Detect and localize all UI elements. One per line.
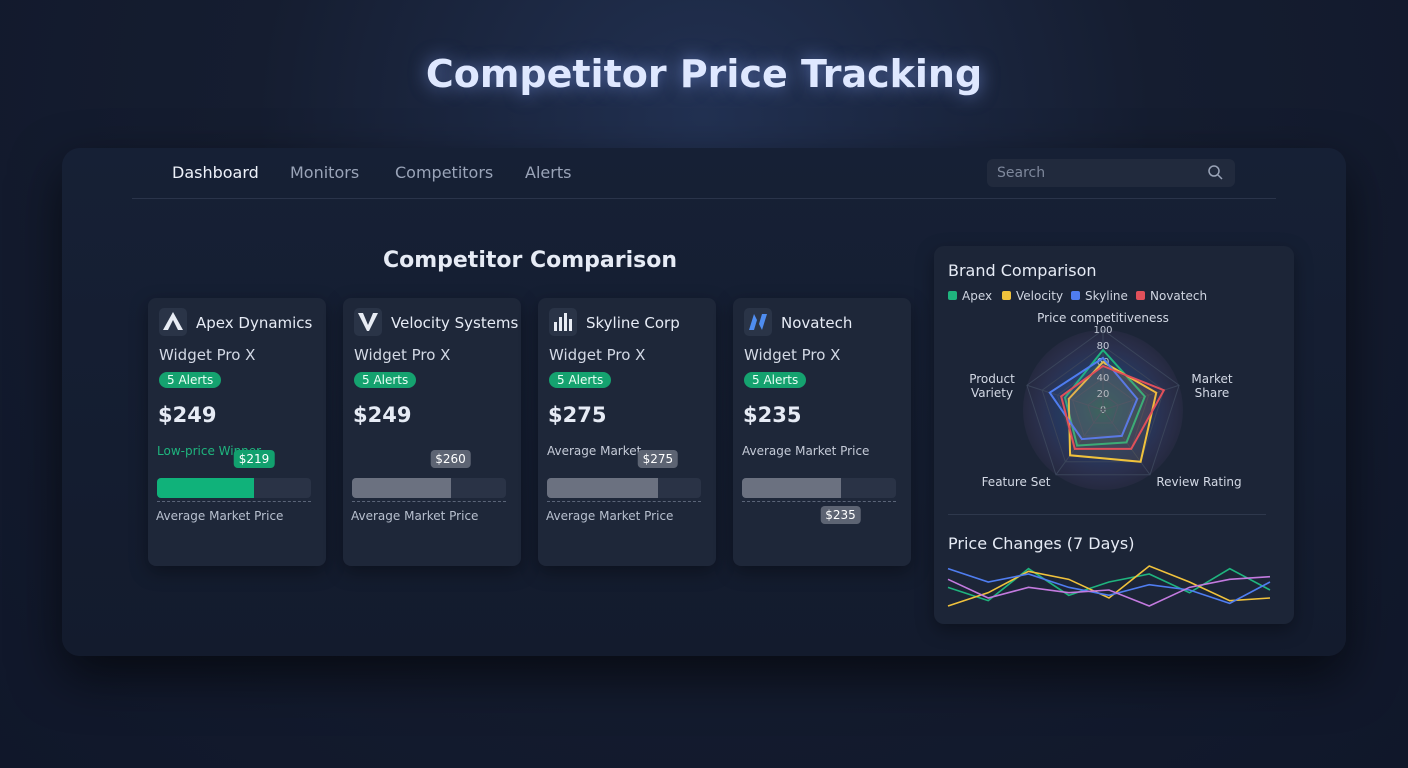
alerts-badge: 5 Alerts bbox=[549, 372, 612, 388]
price-tag: $275 bbox=[637, 450, 679, 468]
price-note: Average Market bbox=[547, 444, 642, 458]
section-title: Competitor Comparison bbox=[382, 248, 678, 273]
price-bar bbox=[352, 478, 451, 498]
radar-series bbox=[1067, 360, 1158, 463]
price-tag: $235 bbox=[820, 506, 861, 524]
company-logo bbox=[549, 308, 577, 336]
company-name: Novatech bbox=[781, 314, 853, 332]
bar-label: Average Market Price bbox=[546, 509, 674, 523]
radar-axis-label: Feature Set bbox=[981, 475, 1051, 489]
legend-label: Novatech bbox=[1150, 289, 1208, 303]
search-icon bbox=[1208, 165, 1223, 180]
price: $235 bbox=[743, 403, 802, 427]
company-name: Velocity Systems bbox=[391, 314, 519, 332]
legend-label: Skyline bbox=[1085, 289, 1128, 303]
radar-grid-ring bbox=[1087, 393, 1119, 424]
radar-axis-label: Review Rating bbox=[1156, 475, 1242, 489]
divider bbox=[948, 514, 1266, 515]
nav-item[interactable]: Dashboard bbox=[172, 163, 259, 182]
nav-item[interactable]: Alerts bbox=[525, 163, 572, 182]
competitor-card: Novatech Widget Pro X 5 Alerts $235 Average … bbox=[733, 298, 911, 566]
legend-swatch bbox=[1071, 291, 1080, 300]
legend-swatch bbox=[948, 291, 957, 300]
price-bar bbox=[547, 478, 658, 498]
legend-item: Skyline bbox=[1071, 289, 1128, 303]
competitor-card: Velocity Systems Widget Pro X 5 Alerts $249… bbox=[343, 298, 521, 566]
dashed-line bbox=[547, 501, 701, 502]
price: $275 bbox=[548, 403, 607, 427]
radar-title: Brand Comparison bbox=[948, 261, 1097, 280]
page-title: Competitor Price Tracking bbox=[425, 52, 983, 96]
line-chart-title: Price Changes (7 Days) bbox=[948, 534, 1135, 553]
radar-axis-label: Product Variety bbox=[969, 372, 1015, 400]
company-logo bbox=[744, 308, 772, 336]
company-logo bbox=[354, 308, 382, 336]
nav-bar bbox=[132, 148, 1276, 199]
price-line bbox=[947, 575, 1271, 607]
alerts-badge: 5 Alerts bbox=[354, 372, 417, 388]
radar-axis-label: Market Share bbox=[1191, 372, 1233, 400]
nav-item[interactable]: Competitors bbox=[395, 163, 494, 182]
price-bar-track bbox=[352, 478, 506, 498]
legend-item: Novatech bbox=[1136, 289, 1207, 303]
price-line bbox=[947, 567, 1271, 605]
radar-chart: 020406080100 bbox=[947, 325, 1271, 607]
price: $249 bbox=[353, 403, 412, 427]
radar-series bbox=[1060, 364, 1166, 450]
price-note: Average Market Price bbox=[742, 444, 870, 458]
radar-spoke bbox=[1102, 384, 1180, 411]
product-name: Widget Pro X bbox=[744, 346, 841, 364]
product-name: Widget Pro X bbox=[354, 346, 451, 364]
legend-label: Velocity bbox=[1016, 289, 1064, 303]
alerts-badge: 5 Alerts bbox=[159, 372, 222, 388]
legend-swatch bbox=[1002, 291, 1011, 300]
radar-grid-ring bbox=[1041, 345, 1165, 463]
price-bar-track bbox=[547, 478, 701, 498]
legend-item: Apex bbox=[948, 289, 992, 303]
radar-grid-ring bbox=[1026, 329, 1180, 476]
price-bar-track bbox=[157, 478, 311, 498]
nav-item[interactable]: Monitors bbox=[290, 163, 360, 182]
price-tag: $260 bbox=[430, 450, 471, 468]
product-name: Widget Pro X bbox=[549, 346, 646, 364]
alerts-badge: 5 Alerts bbox=[744, 372, 807, 388]
price-bar bbox=[157, 478, 255, 498]
bar-label: Average Market Price bbox=[351, 509, 479, 523]
price-bar-track bbox=[742, 478, 896, 498]
price: $249 bbox=[158, 403, 217, 427]
legend-label: Apex bbox=[962, 289, 993, 303]
price-bar bbox=[742, 478, 841, 498]
company-name: Skyline Corp bbox=[586, 314, 680, 332]
price-line bbox=[947, 567, 1271, 602]
price-tag: $219 bbox=[233, 450, 275, 468]
bar-label: Average Market Price bbox=[156, 509, 284, 523]
product-name: Widget Pro X bbox=[159, 346, 256, 364]
company-name: Apex Dynamics bbox=[196, 314, 313, 332]
radar-spoke bbox=[1055, 409, 1104, 476]
dashed-line bbox=[352, 501, 506, 502]
search-box[interactable]: Search bbox=[987, 159, 1235, 187]
radar-series bbox=[1048, 356, 1139, 441]
radar-grid-ring bbox=[1071, 377, 1135, 437]
radar-axis-label: Price competitiveness bbox=[1037, 311, 1169, 325]
price-line bbox=[947, 565, 1271, 607]
dashed-line bbox=[157, 501, 311, 502]
company-logo bbox=[159, 308, 187, 336]
legend-swatch bbox=[1136, 291, 1145, 300]
legend-item: Velocity bbox=[1002, 289, 1063, 303]
search-placeholder: Search bbox=[997, 165, 1046, 181]
dashed-line bbox=[742, 501, 896, 502]
